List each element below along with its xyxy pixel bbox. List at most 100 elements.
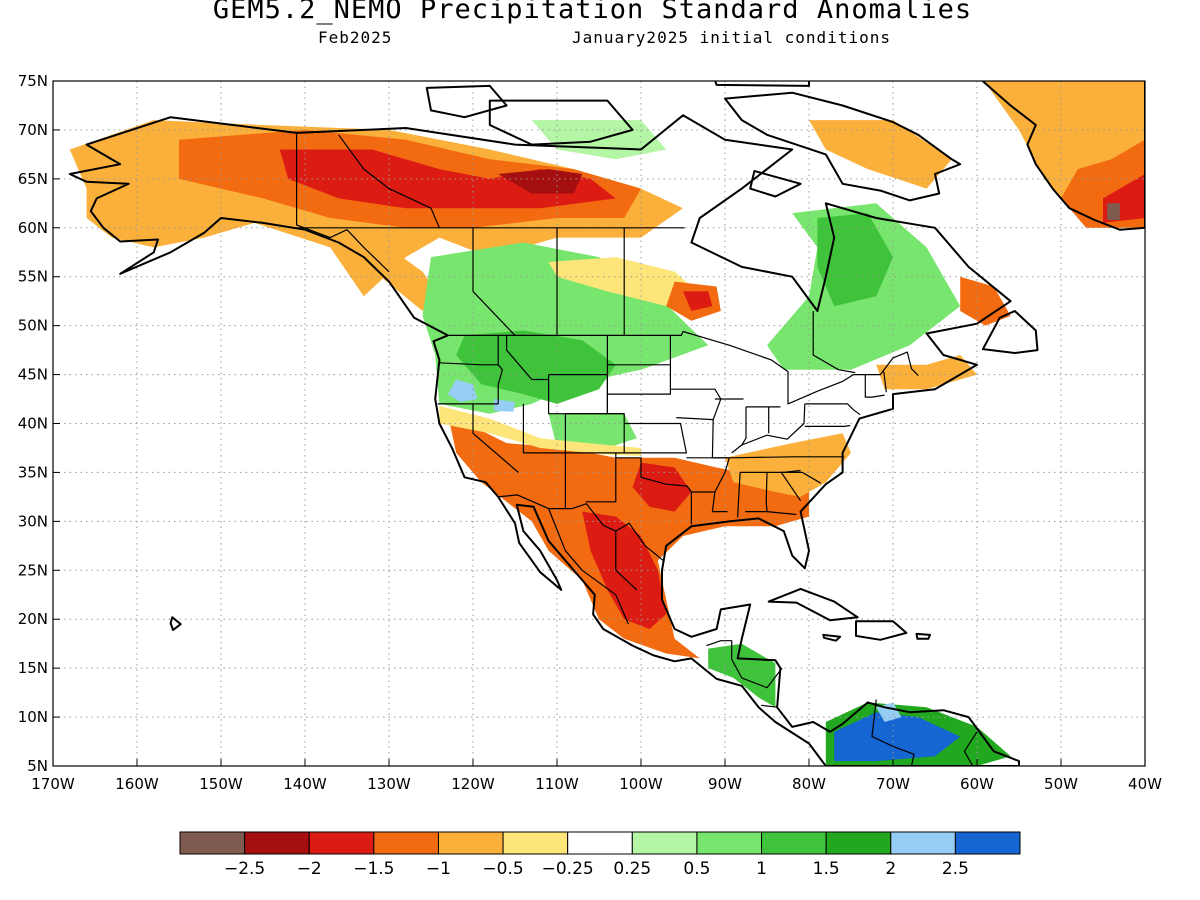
colorbar-label: −0.5 [482, 859, 523, 879]
boundary-ca-nv [472, 403, 519, 473]
colorbar-label: 0.5 [683, 859, 710, 879]
coastline-hispaniola [855, 620, 908, 641]
colorbar-swatch [179, 831, 246, 855]
anomaly-region-texas-red [632, 462, 692, 512]
boundary-alaska-yukon-border [296, 132, 390, 273]
boundary-co-nm-ks [565, 413, 625, 454]
anomaly-region-hudson-red [683, 291, 713, 311]
anomaly-region-greenland-brown [1107, 203, 1120, 220]
colorbar-swatch [437, 831, 504, 855]
colorbar-swatch [373, 831, 439, 855]
colorbar-label: −2 [297, 859, 322, 879]
lat-label: 40N [18, 415, 48, 433]
colorbar-label: −1.5 [353, 859, 394, 879]
colorbar-label: −1 [426, 859, 451, 879]
lon-label: 130W [367, 775, 411, 793]
colorbar [179, 831, 1021, 855]
colorbar-label: 1 [756, 859, 767, 879]
boundary-us-mexico-border [497, 494, 665, 562]
anomaly-region-montana-green [456, 330, 616, 404]
lat-label: 50N [18, 317, 48, 335]
colorbar-swatch [825, 831, 892, 855]
coastline-banks-island [425, 84, 508, 119]
colorbar-swatch [567, 831, 633, 855]
boundary-id-wa-or [497, 335, 503, 404]
boundary-nv-ut-az [522, 403, 567, 454]
map-title: GEM5.2_NEMO Precipitation Standard Anoma… [212, 0, 973, 25]
coastline-baffin [724, 91, 962, 202]
boundary-va-md-pa [804, 424, 851, 427]
lon-label: 170W [31, 775, 75, 793]
colorbar-label: 2 [885, 859, 896, 879]
colorbar-swatch [696, 831, 763, 855]
colorbar-swatch [244, 831, 310, 855]
colorbar-swatch [761, 831, 827, 855]
coastline-cuba [767, 587, 859, 622]
anomaly-region-maritimes-dry [876, 355, 977, 390]
lon-label: 60W [960, 775, 994, 793]
lon-label: 80W [792, 775, 826, 793]
boundary-nc-sc [781, 471, 822, 484]
lon-label: 120W [451, 775, 495, 793]
coastline-greenland [981, 81, 1145, 231]
boundary-nicaragua-cr [761, 704, 778, 708]
colorbar-label: −2.5 [224, 859, 265, 879]
political-boundaries [296, 132, 978, 766]
coastline-jamaica [822, 633, 842, 642]
colorbar-labels: −2.5 −2 −1.5 −1 −0.5 −0.25 0.25 0.5 1 1.5 2 2.5 [224, 859, 969, 879]
forecast-month: Feb2025 [318, 28, 393, 47]
boundary-ne-ks [606, 394, 625, 415]
coastline-devon [714, 81, 810, 87]
boundary-pa-ny [804, 403, 861, 416]
lat-label: 25N [18, 561, 48, 579]
boundary-nm-tx [585, 452, 617, 503]
lon-label: 110W [535, 775, 579, 793]
boundary-mexico-states-2 [615, 531, 638, 591]
boundary-guatemala [706, 640, 733, 660]
lon-label: 100W [619, 775, 663, 793]
anomaly-region-baffin-dry [809, 120, 952, 189]
colorbar-label: 0.25 [613, 859, 651, 879]
anomaly-region-yukon-red [279, 149, 616, 209]
boundary-honduras [731, 659, 783, 689]
anomaly-region-ontario-dry-band [548, 257, 709, 307]
colorbar-label: 1.5 [813, 859, 840, 879]
boundary-ny-vt-nh [864, 374, 885, 398]
boundary-al-ga [745, 472, 768, 513]
anomaly-region-venezuela-blue [834, 712, 961, 762]
coastline-southampton [749, 170, 802, 198]
coastline-victoria-island [488, 99, 634, 146]
boundary-ga-sc-nc [780, 472, 802, 502]
boundary-me-nh [883, 371, 887, 393]
lat-label: 70N [18, 121, 48, 139]
latitude-labels: 75N 70N 65N 60N 55N 50N 45N 40N 35N 30N 25N 20N 15N 1… [18, 72, 60, 775]
lat-label: 15N [18, 659, 48, 677]
boundary-colombia-venezuela [871, 699, 915, 766]
coastline-puerto-rico [915, 632, 931, 640]
anomaly-region-idaho-blue [447, 379, 478, 402]
boundary-us-canada-border [447, 330, 919, 405]
coastline-hawaii [169, 616, 182, 631]
lat-label: 35N [18, 463, 48, 481]
boundary-ky-tn [729, 456, 845, 459]
boundary-id-mt [506, 335, 549, 381]
boundary-venezuela-guyana [963, 731, 978, 766]
boundary-ga-fl [766, 511, 797, 516]
boundary-tn-ms-al [740, 469, 801, 473]
anomaly-region-se-dry [725, 433, 851, 497]
colorbar-swatch [890, 831, 956, 855]
lon-label: 40W [1128, 775, 1162, 793]
anomaly-region-cascades-yellow [439, 405, 641, 456]
colorbar-label: 2.5 [942, 859, 969, 879]
anomaly-fills [69, 81, 1145, 766]
lat-label: 75N [18, 72, 48, 90]
anomaly-region-mexico-red [582, 511, 667, 629]
longitude-labels: 170W 160W 150W 140W 130W 120W 110W 100W 90W 80W 70… [31, 759, 1162, 793]
anomaly-region-quebec-green-2 [817, 213, 893, 307]
coastline-newfoundland [981, 310, 1039, 354]
colorbar-label: −0.25 [542, 859, 594, 879]
boundary-bc-ab [472, 227, 516, 336]
lat-label: 30N [18, 512, 48, 530]
lon-label: 50W [1044, 775, 1078, 793]
